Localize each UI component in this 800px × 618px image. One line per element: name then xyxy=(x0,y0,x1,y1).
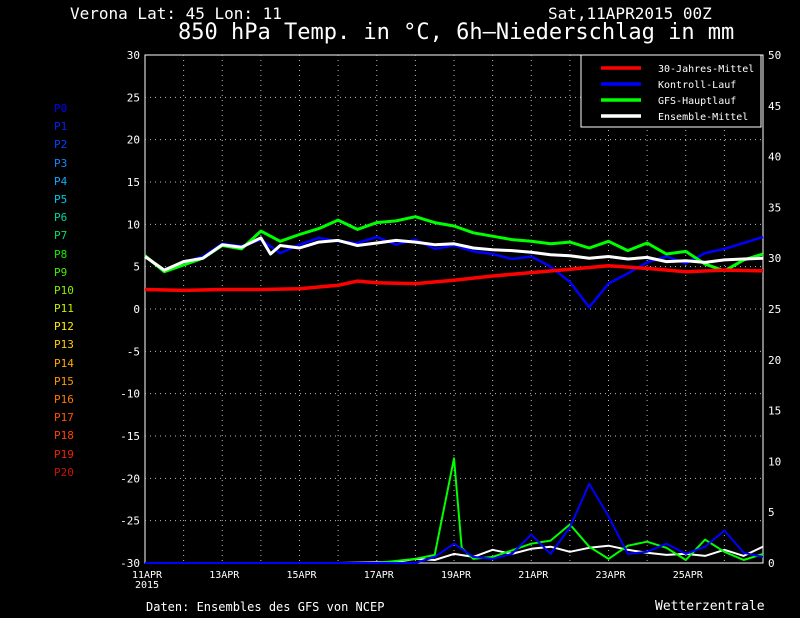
brand-label: Wetterzentrale xyxy=(655,599,765,614)
y-right-tick-label: 45 xyxy=(768,100,781,113)
ensemble-member-label: P13 xyxy=(54,338,74,352)
y-left-tick-label: -15 xyxy=(120,430,140,443)
x-year-label: 2015 xyxy=(135,580,159,591)
ensemble-member-label: P15 xyxy=(54,374,74,388)
ensemble-member-label: P9 xyxy=(54,265,68,279)
chart-title: 850 hPa Temp. in °C, 6h–Niederschlag in … xyxy=(178,20,735,45)
30-jahres-mittel-temp-line xyxy=(144,264,764,293)
ensemble-mittel-temp-line xyxy=(144,236,764,272)
legend-label: 30-Jahres-Mittel xyxy=(658,64,754,75)
y-left-tick-label: -30 xyxy=(120,557,140,570)
ensemble-member-label: P16 xyxy=(54,393,74,406)
y-right-tick-label: 5 xyxy=(768,506,775,519)
y-left-tick-label: -20 xyxy=(120,472,140,485)
ensemble-member-label: P0 xyxy=(54,102,68,115)
ensemble-member-label: P4 xyxy=(54,174,68,188)
kontroll-lauf-precip-line xyxy=(145,482,764,564)
ensemble-member-label: P10 xyxy=(54,283,74,297)
y-right-tick-label: 10 xyxy=(768,455,781,468)
x-tick-label: 13APR xyxy=(209,570,240,581)
x-tick-label: 25APR xyxy=(673,570,704,581)
ensemble-member-label: P20 xyxy=(54,465,74,479)
y-left-tick-label: 10 xyxy=(127,218,140,231)
ensemble-member-label: P17 xyxy=(54,411,74,425)
y-left-tick-label: 30 xyxy=(127,49,140,62)
x-tick-label: 23APR xyxy=(595,570,626,581)
y-right-tick-label: 20 xyxy=(768,354,781,367)
ensemble-member-label: P1 xyxy=(54,120,68,134)
y-right-tick-label: 25 xyxy=(768,303,781,316)
legend-label: GFS-Hauptlauf xyxy=(658,96,736,107)
y-right-tick-label: 40 xyxy=(768,151,781,164)
y-left-tick-label: -25 xyxy=(120,515,140,528)
y-right-tick-label: 15 xyxy=(768,405,781,418)
ensemble-member-label: P14 xyxy=(54,356,74,370)
y-right-tick-label: 35 xyxy=(768,201,781,214)
x-tick-label: 21APR xyxy=(518,570,549,581)
ensemble-member-label: P6 xyxy=(54,211,68,225)
ensemble-member-label: P5 xyxy=(54,192,68,206)
ensemble-member-label: P3 xyxy=(54,156,68,170)
y-left-tick-label: 20 xyxy=(127,134,140,147)
location-label: Verona Lat: 45 Lon: 11 xyxy=(70,4,282,23)
ensemble-member-label: P2 xyxy=(54,138,68,152)
y-right-tick-label: 0 xyxy=(768,557,775,570)
x-tick-label: 15APR xyxy=(286,570,317,581)
ensemble-member-label: P8 xyxy=(54,247,68,261)
data-source-label: Daten: Ensembles des GFS von NCEP xyxy=(146,600,385,614)
legend-label: Ensemble-Mittel xyxy=(658,112,748,123)
y-left-tick-label: -5 xyxy=(127,345,140,358)
y-left-tick-label: 25 xyxy=(127,91,140,104)
ensemble-member-label: P7 xyxy=(54,229,68,243)
x-tick-label: 11APR xyxy=(132,570,163,581)
y-left-tick-label: 5 xyxy=(133,261,140,274)
ensemble-member-label: P18 xyxy=(54,429,74,443)
gfs-hauptlauf-precip-line xyxy=(145,457,764,564)
ensemble-member-label: P11 xyxy=(54,302,74,316)
y-right-tick-label: 30 xyxy=(768,252,781,265)
y-right-tick-label: 50 xyxy=(768,49,781,62)
x-tick-label: 17APR xyxy=(364,570,395,581)
x-tick-label: 19APR xyxy=(441,570,472,581)
y-left-tick-label: 15 xyxy=(127,176,140,189)
y-left-tick-label: -10 xyxy=(120,388,140,401)
legend-label: Kontroll-Lauf xyxy=(658,80,736,91)
ensemble-member-label: P12 xyxy=(54,320,74,334)
y-left-tick-label: 0 xyxy=(133,303,140,316)
run-time-label: Sat,11APR2015 00Z xyxy=(548,4,712,23)
ensemble-member-label: P19 xyxy=(54,447,74,461)
ensemble-member-list: P0 P1 P2 P3 P4 P5 P6 P7 P8 P9 P10 P11 P12 P13 P14 P15 P1… xyxy=(54,100,74,482)
